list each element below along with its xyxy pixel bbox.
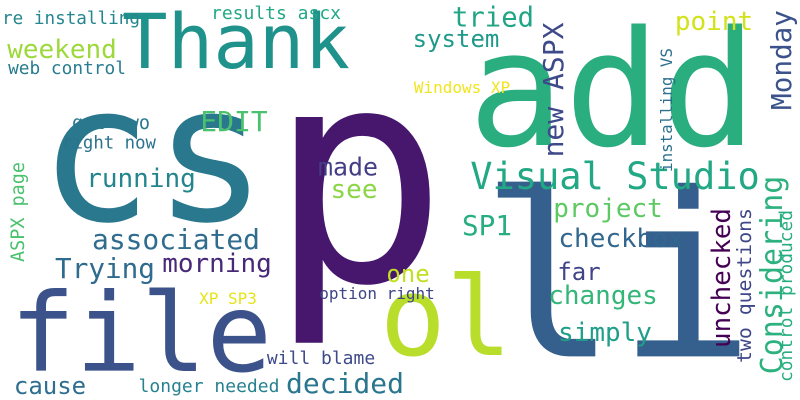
word-decided: decided bbox=[286, 367, 404, 400]
word-web-control: web control bbox=[8, 58, 126, 80]
word-longer-needed: longer needed bbox=[138, 376, 280, 397]
word-new-aspx: new ASPX bbox=[537, 22, 570, 158]
word-xp-sp3: XP SP3 bbox=[199, 289, 257, 308]
word-visual-studio: Visual Studio bbox=[470, 155, 760, 198]
word-thank: Thank bbox=[122, 0, 350, 87]
word-point: point bbox=[674, 7, 754, 37]
word-results-ascx: results ascx bbox=[210, 3, 342, 24]
word-got-two: got two bbox=[72, 112, 150, 134]
word-sp1: SP1 bbox=[462, 209, 512, 243]
word-edit: EDIT bbox=[200, 105, 268, 138]
word-monday: Monday bbox=[765, 10, 799, 110]
word-windows-xp: Windows XP bbox=[413, 78, 511, 97]
word-will-blame: will blame bbox=[266, 348, 376, 369]
word-project: project bbox=[553, 194, 663, 224]
word-ol: ol bbox=[379, 253, 513, 381]
word-simply: simply bbox=[558, 318, 652, 348]
word-unchecked: unchecked bbox=[707, 208, 738, 348]
word-control-produced: control produced bbox=[776, 210, 798, 382]
word-one: one bbox=[386, 260, 430, 288]
word-two-questions: two questions bbox=[733, 208, 757, 363]
word-tried: tried bbox=[452, 2, 534, 34]
word-morning: morning bbox=[162, 249, 272, 279]
word-trying: Trying bbox=[55, 252, 155, 286]
word-associated: associated bbox=[92, 223, 260, 257]
word-weekend: weekend bbox=[7, 35, 117, 65]
word-checkbox: checkbox bbox=[558, 224, 684, 254]
word-far: far bbox=[557, 258, 601, 286]
word-option-right: option right bbox=[319, 284, 435, 303]
word-running: running bbox=[86, 164, 196, 194]
word-made: made bbox=[318, 152, 378, 182]
word-cs: cs bbox=[38, 44, 268, 265]
word-installing-vs: installing VS bbox=[657, 48, 677, 172]
word-add: add bbox=[468, 0, 757, 183]
word-re-installing: re installing bbox=[2, 9, 140, 30]
word-li: li bbox=[480, 144, 755, 400]
word-changes: changes bbox=[548, 281, 658, 311]
word-see: see bbox=[330, 175, 378, 205]
word-aspx-page: ASPX page bbox=[7, 162, 29, 262]
word-right-now: right now bbox=[62, 133, 156, 154]
word-p: p bbox=[268, 2, 448, 352]
word-file: file bbox=[10, 270, 272, 398]
word-system: system bbox=[412, 25, 500, 53]
word-cause: cause bbox=[13, 372, 87, 400]
